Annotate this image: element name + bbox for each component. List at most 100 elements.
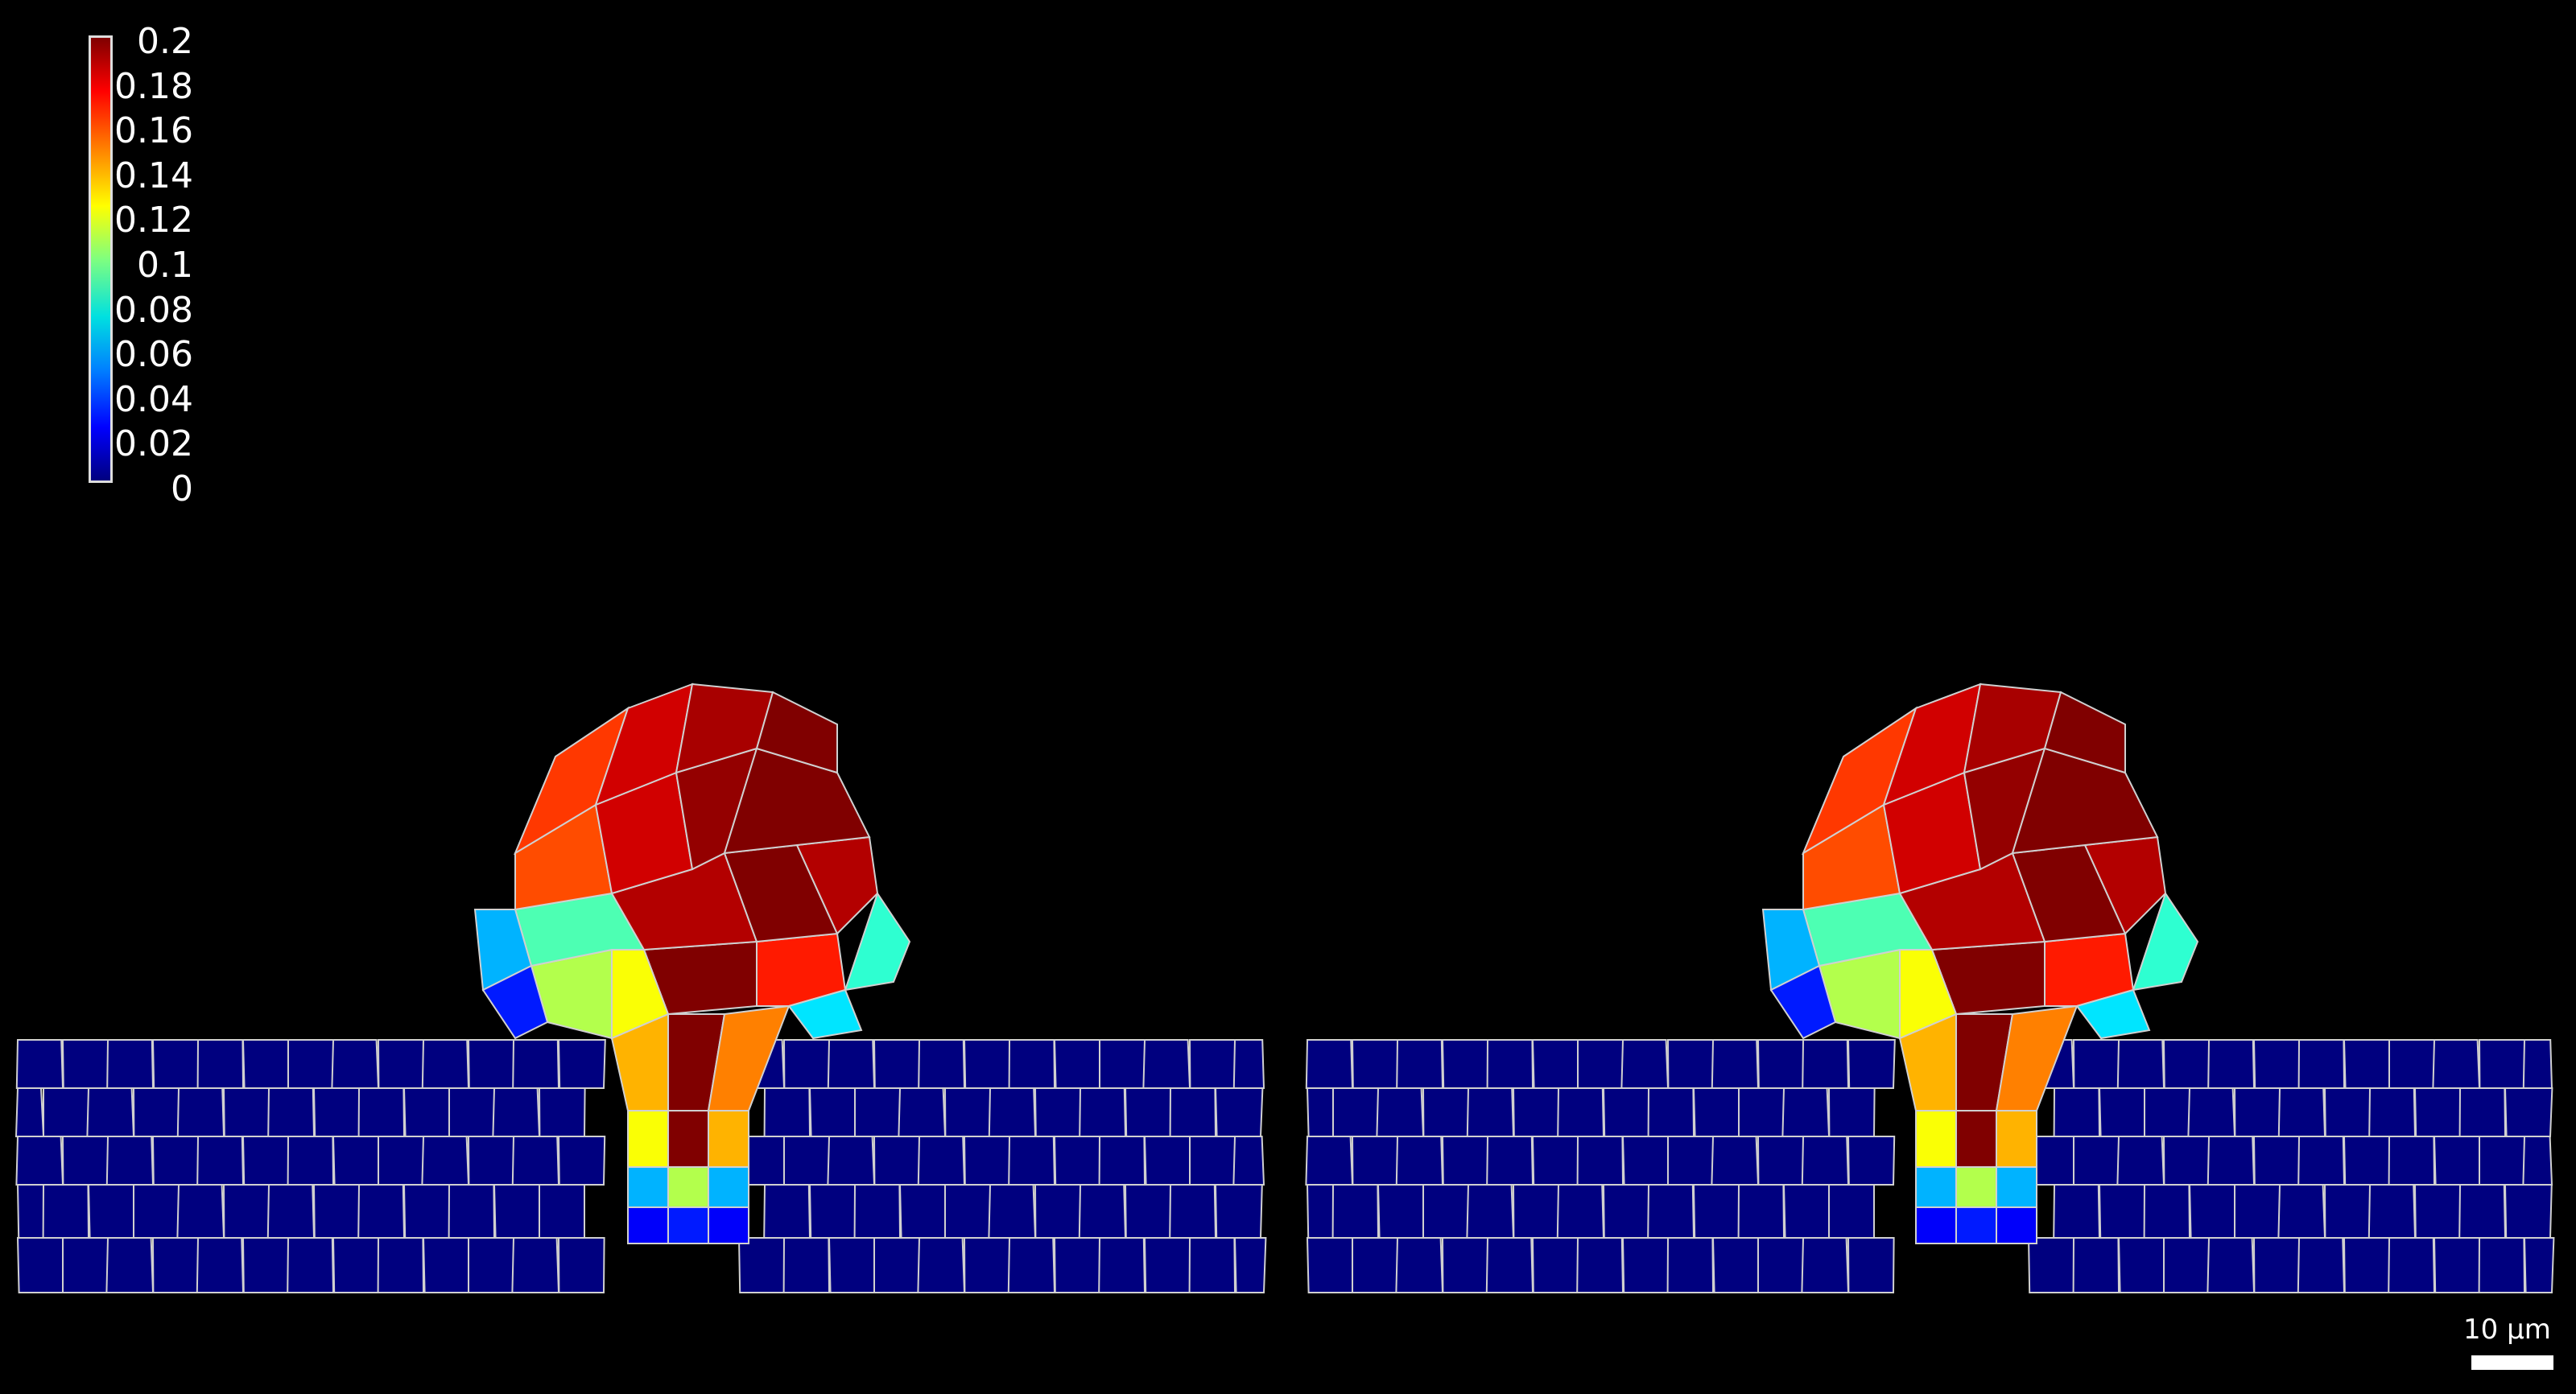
hair-cell <box>2043 691 2126 774</box>
base-cell <box>1621 1136 1671 1186</box>
base-cell <box>2343 1237 2392 1293</box>
base-cell <box>1098 1237 1146 1293</box>
base-cell <box>2432 1039 2481 1089</box>
base-cell <box>2053 1184 2101 1239</box>
base-cell <box>512 1039 560 1089</box>
base-cell <box>1531 1039 1581 1089</box>
hair-cell <box>667 1110 709 1168</box>
hair-cell <box>2075 988 2151 1040</box>
base-cell <box>1332 1087 1379 1137</box>
colorbar-tick-label: 0.2 <box>137 21 193 62</box>
base-cell <box>62 1237 109 1293</box>
colorbar-tick-label: 0.08 <box>114 289 193 331</box>
base-cell <box>378 1136 424 1186</box>
base-cell <box>105 1136 155 1186</box>
base-cell <box>1188 1237 1236 1293</box>
base-cell <box>2388 1237 2436 1293</box>
base-cell <box>898 1087 947 1137</box>
base-cell <box>266 1184 316 1239</box>
base-cell <box>357 1184 406 1239</box>
hair-cell <box>1915 1166 1957 1208</box>
base-cell <box>1377 1184 1426 1239</box>
hair-cell <box>627 1206 669 1244</box>
base-cell <box>14 1087 45 1137</box>
base-cell <box>1486 1039 1534 1089</box>
base-cell <box>16 1184 46 1239</box>
base-cell <box>1666 1237 1715 1293</box>
base-cell <box>1647 1087 1695 1137</box>
base-cell <box>1512 1184 1560 1239</box>
base-cell <box>1692 1087 1742 1137</box>
base-cell <box>2234 1184 2281 1239</box>
base-cell <box>2522 1136 2553 1186</box>
base-cell <box>1602 1184 1651 1239</box>
base-cell <box>1781 1087 1831 1137</box>
base-cell <box>808 1184 857 1239</box>
base-cell <box>2478 1237 2526 1293</box>
base-cell <box>873 1039 922 1089</box>
base-cell <box>917 1136 966 1186</box>
base-cell <box>15 1136 64 1186</box>
base-cell <box>2163 1237 2210 1293</box>
base-cell <box>1351 1136 1399 1186</box>
base-cell <box>1169 1184 1217 1239</box>
hair-cell <box>1996 1166 2037 1208</box>
base-cell <box>873 1136 921 1186</box>
base-cell <box>557 1039 606 1089</box>
base-cell <box>1531 1136 1580 1186</box>
base-cell <box>1847 1237 1895 1293</box>
base-cell <box>1142 1039 1191 1089</box>
base-cell <box>1099 1039 1146 1089</box>
base-cell <box>2458 1184 2507 1239</box>
base-cell <box>1305 1136 1354 1186</box>
base-cell <box>2277 1184 2326 1239</box>
base-cell <box>1711 1039 1760 1089</box>
base-cell <box>1557 1087 1605 1137</box>
base-cell <box>1757 1237 1804 1293</box>
colorbar-tick-label: 0.18 <box>114 65 193 107</box>
base-cell <box>1169 1087 1217 1137</box>
base-cell <box>943 1087 992 1137</box>
base-cell <box>1441 1237 1489 1293</box>
base-cell <box>2323 1184 2372 1239</box>
base-cell <box>1486 1136 1534 1186</box>
base-cell <box>1737 1184 1785 1239</box>
base-cell <box>944 1184 991 1239</box>
base-cell <box>828 1237 877 1293</box>
base-cell <box>222 1184 270 1239</box>
hair-cell <box>1915 1110 1957 1168</box>
base-cell <box>963 1136 1012 1186</box>
base-cell <box>557 1136 606 1186</box>
base-cell <box>2098 1087 2148 1137</box>
base-cell <box>763 1087 811 1137</box>
base-cell <box>557 1237 605 1293</box>
hair-cell <box>627 1110 669 1168</box>
base-cell <box>1232 1039 1265 1089</box>
base-cell <box>467 1136 515 1186</box>
base-cell <box>196 1237 245 1293</box>
base-cell <box>1711 1237 1761 1293</box>
base-cell <box>1306 1184 1335 1239</box>
base-cell <box>1034 1087 1083 1137</box>
base-cell <box>176 1184 225 1239</box>
base-cell <box>2433 1136 2483 1186</box>
base-cell <box>1306 1237 1356 1293</box>
hair-cell <box>1769 964 1837 1040</box>
base-cell <box>2143 1184 2191 1239</box>
base-cell <box>86 1087 135 1137</box>
hair-cell <box>708 1110 749 1168</box>
base-cell <box>2053 1087 2101 1137</box>
base-cell <box>421 1039 470 1089</box>
base-cell <box>1828 1184 1875 1239</box>
base-cell <box>287 1039 334 1089</box>
base-cell <box>1078 1184 1127 1239</box>
colorbar-tick-label: 0.1 <box>137 245 193 286</box>
colorbar-tick-label: 0.06 <box>114 334 193 376</box>
base-cell <box>1512 1087 1561 1137</box>
base-cell <box>133 1184 180 1239</box>
base-cell <box>402 1184 452 1239</box>
base-cell <box>196 1039 245 1089</box>
base-cell <box>511 1136 560 1186</box>
base-cell <box>1422 1087 1470 1137</box>
